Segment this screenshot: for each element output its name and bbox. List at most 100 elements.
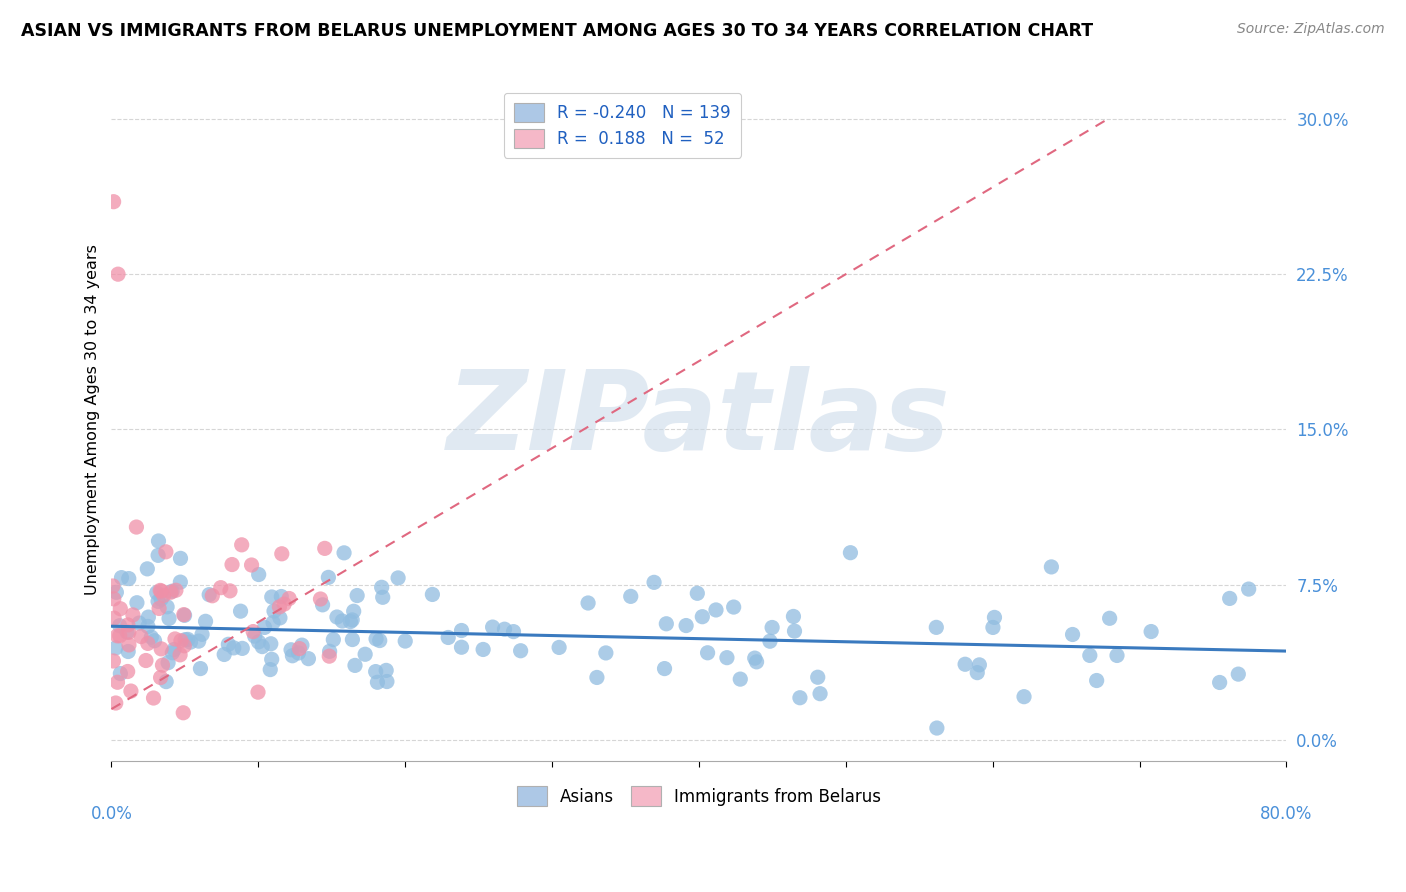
Point [692,609,714,624]
Point [260,590,283,604]
Point [643,575,665,590]
Point [148,601,170,615]
Point [222,640,245,655]
Point [179,635,201,649]
Y-axis label: Unemployment Among Ages 30 to 34 years: Unemployment Among Ages 30 to 34 years [86,244,100,595]
Point [103,611,125,625]
Point [191,627,214,641]
Point [160,584,183,599]
Point [108,629,131,643]
Point [981,620,1004,634]
Point [177,632,200,647]
Point [247,685,270,699]
Point [259,663,281,677]
Point [1040,560,1063,574]
Point [152,589,174,603]
Point [169,551,191,566]
Point [165,583,187,598]
Point [375,674,398,689]
Point [273,597,295,611]
Point [269,599,291,614]
Point [173,639,195,653]
Point [318,570,340,584]
Point [148,533,170,548]
Point [108,618,131,632]
Point [231,641,253,656]
Point [160,585,183,599]
Point [311,598,333,612]
Point [481,620,503,634]
Point [723,600,745,615]
Point [730,672,752,686]
Point [1227,667,1250,681]
Point [437,631,460,645]
Point [745,655,768,669]
Point [107,675,129,690]
Point [110,666,132,681]
Point [117,618,139,632]
Point [339,615,361,629]
Point [118,638,141,652]
Point [789,690,811,705]
Point [576,596,599,610]
Point [808,687,831,701]
Point [240,558,263,572]
Point [371,591,394,605]
Point [309,592,332,607]
Point [269,611,291,625]
Point [103,654,125,668]
Point [142,691,165,706]
Point [141,630,163,644]
Point [326,610,349,624]
Point [242,624,264,639]
Point [105,629,128,643]
Point [103,591,125,606]
Point [281,648,304,663]
Point [288,641,311,656]
Point [122,607,145,622]
Point [217,637,239,651]
Point [354,647,377,661]
Point [103,194,125,209]
Point [129,630,152,644]
Point [173,607,195,622]
Point [654,662,676,676]
Point [107,267,129,281]
Point [118,572,141,586]
Point [759,634,782,648]
Point [686,586,709,600]
Point [150,584,173,599]
Point [152,658,174,673]
Point [280,642,302,657]
Point [117,665,139,679]
Point [169,575,191,590]
Point [143,633,166,648]
Point [1140,624,1163,639]
Point [150,641,173,656]
Point [1085,673,1108,688]
Point [346,589,368,603]
Point [364,632,387,646]
Point [966,665,988,680]
Point [314,541,336,556]
Text: ZIPatlas: ZIPatlas [447,366,950,473]
Point [783,624,806,639]
Point [101,579,124,593]
Point [163,632,186,646]
Point [174,632,197,647]
Point [297,651,319,665]
Point [1219,591,1241,606]
Point [163,642,186,657]
Point [509,644,531,658]
Point [110,601,132,615]
Point [125,520,148,534]
Point [744,651,766,665]
Point [1237,582,1260,596]
Point [149,583,172,598]
Text: Source: ZipAtlas.com: Source: ZipAtlas.com [1237,22,1385,37]
Text: ASIAN VS IMMIGRANTS FROM BELARUS UNEMPLOYMENT AMONG AGES 30 TO 34 YEARS CORRELAT: ASIAN VS IMMIGRANTS FROM BELARUS UNEMPLO… [21,22,1094,40]
Point [761,620,783,634]
Point [231,538,253,552]
Point [198,588,221,602]
Text: 80.0%: 80.0% [1260,805,1313,823]
